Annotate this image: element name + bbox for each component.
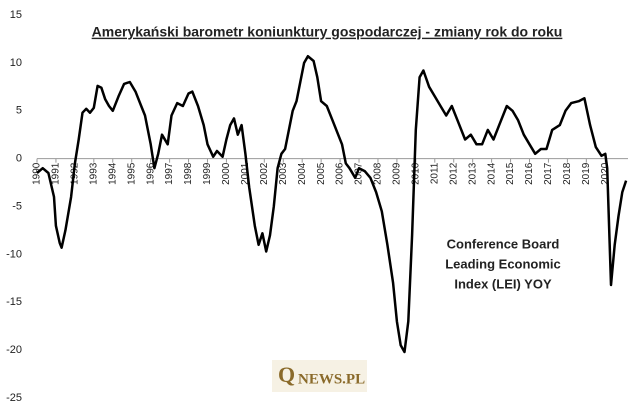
x-tick-label: 1992	[70, 162, 81, 185]
x-tick-label: 2012	[448, 162, 459, 185]
x-tick-label: 2013	[467, 162, 478, 185]
x-tick-label: 2006	[335, 162, 346, 185]
y-tick-label: 5	[16, 105, 22, 117]
y-tick-label: -10	[6, 248, 22, 260]
watermark: Q	[278, 362, 295, 387]
x-tick-label: 2016	[524, 162, 535, 185]
y-tick-label: 10	[10, 57, 22, 69]
x-tick-label: 2004	[297, 162, 308, 185]
y-tick-label: 0	[16, 153, 22, 165]
y-tick-label: 15	[10, 9, 22, 21]
annotation: Leading Economic	[445, 256, 561, 271]
x-tick-label: 2001	[240, 162, 251, 185]
annotation: Conference Board	[447, 236, 560, 251]
annotation: Index (LEI) YOY	[454, 276, 552, 291]
line-series	[36, 54, 628, 354]
y-tick-label: -5	[12, 200, 22, 212]
watermark-box	[272, 360, 367, 392]
x-tick-label: 1991	[51, 162, 62, 185]
x-tick-label: 1990	[32, 162, 43, 185]
x-tick-label: 2007	[354, 162, 365, 185]
x-tick-label: 2010	[410, 162, 421, 185]
y-tick-label: -25	[6, 392, 22, 404]
x-tick-label: 1996	[145, 162, 156, 185]
x-tick-label: 1993	[88, 162, 99, 185]
watermark: NEWS.PL	[298, 371, 365, 387]
x-tick-label: 2019	[581, 162, 592, 185]
x-tick-label: 2002	[259, 162, 270, 185]
x-tick-label: 2005	[316, 162, 327, 185]
x-tick-label: 2015	[505, 162, 516, 185]
x-tick-label: 1997	[164, 162, 175, 185]
x-tick-label: 2009	[392, 162, 403, 185]
x-tick-label: 2011	[429, 162, 440, 184]
x-tick-label: 1999	[202, 162, 213, 185]
x-tick-label: 2020	[600, 162, 611, 185]
x-tick-label: 2018	[562, 162, 573, 185]
x-tick-label: 2003	[278, 162, 289, 185]
x-tick-label: 2008	[373, 162, 384, 185]
x-tick-label: 2017	[543, 162, 554, 185]
x-tick-label: 2000	[221, 162, 232, 185]
y-tick-label: -20	[6, 344, 22, 356]
x-tick-label: 1998	[183, 162, 194, 185]
y-tick-label: -15	[6, 296, 22, 308]
x-tick-label: 2014	[486, 162, 497, 185]
x-tick-label: 1995	[126, 162, 137, 185]
chart-title: Amerykański barometr koniunktury gospoda…	[92, 24, 563, 40]
x-tick-label: 1994	[107, 162, 118, 185]
